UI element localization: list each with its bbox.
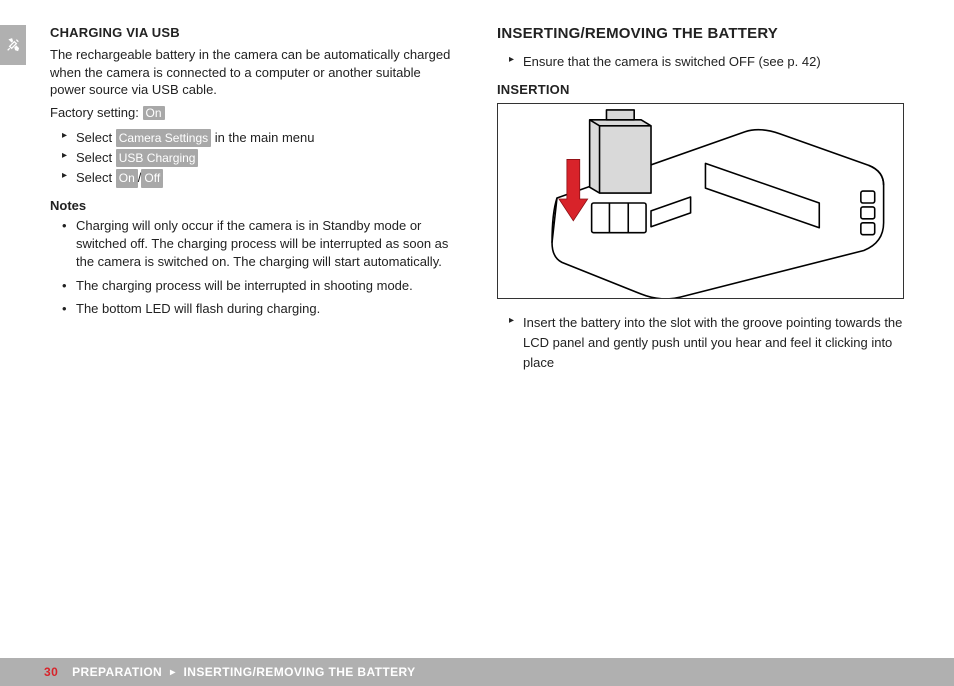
camera-settings-badge: Camera Settings [116,129,211,148]
pre-step-list: Ensure that the camera is switched OFF (… [497,52,904,72]
step-3: Select On/Off [62,168,457,188]
breadcrumb-separator-icon: ▸ [170,667,175,678]
post-step: Insert the battery into the slot with th… [509,313,904,373]
heading-insertion: INSERTION [497,82,904,97]
usb-charging-badge: USB Charging [116,149,199,168]
notes-heading: Notes [50,198,457,213]
note-2: The charging process will be interrupted… [62,277,457,295]
heading-charging-usb: CHARGING VIA USB [50,25,457,40]
page-number: 30 [44,665,58,679]
factory-label: Factory setting: [50,105,139,120]
battery-insertion-figure [497,103,904,299]
notes-list: Charging will only occur if the camera i… [50,217,457,318]
left-column: CHARGING VIA USB The rechargeable batter… [50,25,457,384]
pre-step: Ensure that the camera is switched OFF (… [509,52,904,72]
heading-battery: INSERTING/REMOVING THE BATTERY [497,25,904,42]
factory-value-badge: On [143,106,165,120]
step-1: Select Camera Settings in the main menu [62,128,457,148]
off-badge: Off [141,169,163,188]
note-3: The bottom LED will flash during chargin… [62,300,457,318]
page-footer: 30 PREPARATION ▸ INSERTING/REMOVING THE … [0,658,954,686]
menu-steps-list: Select Camera Settings in the main menu … [50,128,457,188]
tools-tab-icon [0,25,26,65]
note-1: Charging will only occur if the camera i… [62,217,457,272]
right-column: INSERTING/REMOVING THE BATTERY Ensure th… [497,25,904,384]
intro-paragraph: The rechargeable battery in the camera c… [50,46,457,99]
factory-setting-line: Factory setting: On [50,105,457,120]
step-2: Select USB Charging [62,148,457,168]
breadcrumb-2: INSERTING/REMOVING THE BATTERY [184,665,416,679]
on-badge: On [116,169,138,188]
breadcrumb-1: PREPARATION [72,665,162,679]
post-step-list: Insert the battery into the slot with th… [497,313,904,373]
